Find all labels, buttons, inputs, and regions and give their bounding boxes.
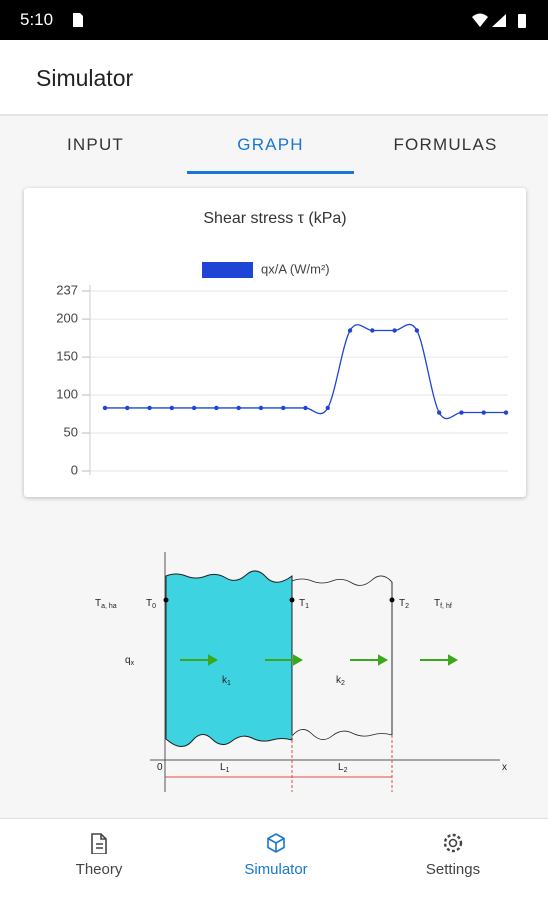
diagram-label: T2: [399, 598, 409, 610]
diagram-label: x: [502, 762, 507, 773]
point: [414, 328, 420, 333]
nav-label: Settings: [425, 861, 481, 878]
nav-item[interactable]: Settings: [362, 819, 544, 901]
point: [325, 405, 330, 411]
label-sub: 0: [152, 603, 156, 610]
y-tick-label: 0: [71, 462, 78, 477]
label-sub: x: [131, 660, 135, 667]
y-tick-label: 50: [64, 424, 78, 439]
nav-label: Theory: [75, 861, 123, 878]
chart-card: Shear stress τ (kPa) 0 50 100 150 200 237 qx/A…: [24, 188, 526, 497]
diagram-label: 0: [157, 762, 163, 773]
status-icons: [472, 13, 526, 28]
point: [436, 410, 442, 415]
point: [481, 410, 486, 415]
point: [281, 405, 286, 411]
label-sub: 2: [344, 767, 348, 774]
label-main: 0: [157, 762, 163, 773]
status-time: 5:10: [20, 10, 54, 29]
diagram-label: L1: [220, 762, 230, 774]
point: [169, 405, 175, 411]
nav-icon: [443, 833, 463, 853]
legend-label: qx/A (W/m²): [261, 261, 330, 276]
sd-icon: [73, 13, 83, 27]
label-sub: 1: [227, 680, 231, 687]
diagram-label: Tf, hf: [434, 598, 452, 610]
point: [191, 405, 197, 411]
nav-icon: [91, 833, 107, 854]
label-main: x: [502, 762, 507, 773]
diagram-label: T0: [146, 598, 156, 610]
bottom-nav: Theory Simulator Settings: [0, 818, 548, 901]
diagram-label: qx: [125, 655, 135, 667]
point: [102, 405, 108, 411]
dimension-lines: [165, 735, 393, 792]
label-main: T: [95, 598, 101, 609]
label-main: L: [220, 762, 226, 773]
legend-swatch: [202, 262, 253, 278]
point: [258, 405, 264, 411]
app-title: Simulator: [36, 65, 134, 91]
point: [347, 328, 353, 333]
y-tick-label: 100: [56, 386, 78, 401]
y-tick-label: 237: [56, 282, 78, 297]
label-sub: 2: [405, 603, 409, 610]
label-main: T: [146, 598, 152, 609]
point: [214, 405, 219, 411]
label-main: k: [336, 675, 342, 686]
chart: Shear stress τ (kPa) 0 50 100 150 200 237 qx/A…: [56, 210, 509, 477]
label-main: L: [338, 762, 344, 773]
tab[interactable]: INPUT: [67, 135, 124, 154]
point: [303, 405, 308, 411]
diagram-label: L2: [338, 762, 348, 774]
point: [236, 405, 241, 411]
diagram-label: T1: [299, 598, 309, 610]
label-sub: 2: [341, 680, 345, 687]
heat-arrows: [180, 654, 459, 666]
diagram-label: Ta, ha: [95, 598, 117, 610]
diagram-label: k2: [336, 675, 345, 687]
chart-title: Shear stress τ (kPa): [203, 210, 346, 227]
label-sub: a, ha: [101, 603, 117, 610]
nav-item[interactable]: Theory: [8, 819, 190, 901]
label-main: T: [434, 598, 440, 609]
nav-icon: [267, 833, 285, 853]
label-sub: 1: [305, 603, 309, 610]
diagram-label: k1: [222, 675, 231, 687]
layer-1: [165, 570, 293, 747]
label-sub: 1: [226, 767, 230, 774]
label-sub: f, hf: [440, 603, 452, 610]
y-tick-label: 200: [56, 311, 78, 326]
point: [125, 405, 130, 411]
tab[interactable]: FORMULAS: [393, 135, 498, 154]
node: [289, 597, 295, 603]
node: [389, 597, 395, 603]
nav-label: Simulator: [244, 861, 308, 878]
point: [503, 410, 509, 415]
nav-item[interactable]: Simulator: [185, 819, 367, 901]
point: [147, 405, 152, 411]
status-bar: 5:10: [0, 0, 548, 40]
tab-bar: INPUT GRAPH FORMULAS: [0, 116, 548, 176]
y-tick-label: 150: [56, 349, 78, 364]
label-main: T: [399, 598, 405, 609]
app-bar: Simulator: [0, 40, 548, 116]
label-main: q: [125, 655, 131, 666]
node: [163, 597, 169, 603]
point: [459, 410, 464, 415]
tab[interactable]: GRAPH: [187, 116, 354, 174]
point: [392, 328, 397, 333]
line: [105, 323, 506, 420]
label-main: k: [222, 675, 228, 686]
point: [370, 328, 375, 333]
layer-2: [291, 575, 393, 740]
label-main: T: [299, 598, 305, 609]
